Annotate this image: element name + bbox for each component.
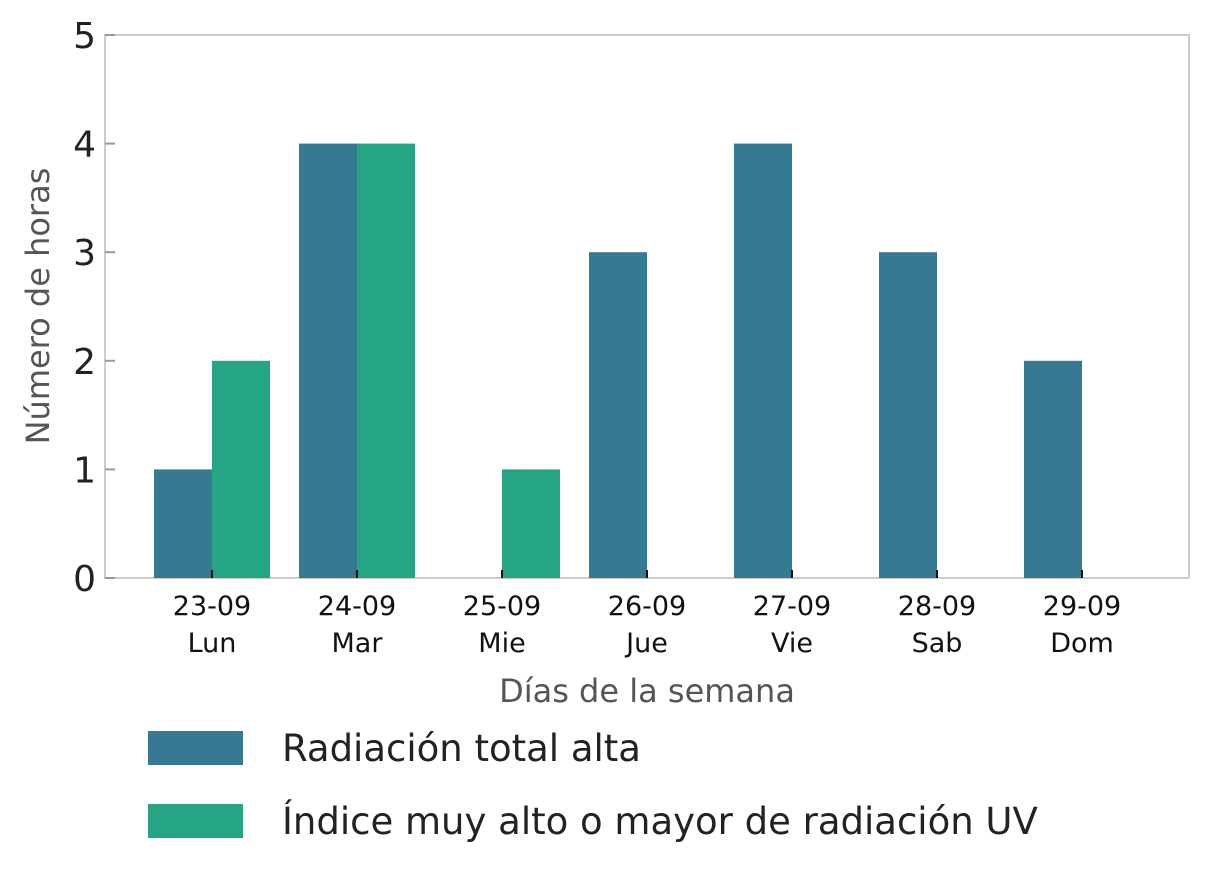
y-tick-label: 2 xyxy=(73,342,96,383)
y-tick-label: 5 xyxy=(73,16,96,57)
y-tick-label: 0 xyxy=(73,559,96,600)
x-tick-label-date: 24-09 xyxy=(318,591,396,622)
y-tick-label: 3 xyxy=(73,233,96,274)
x-tick-label-date: 28-09 xyxy=(898,591,976,622)
x-tick-label-day: Dom xyxy=(1050,628,1114,659)
legend-swatch-series1 xyxy=(148,731,243,765)
bar-series1-lun xyxy=(154,469,212,578)
bar-series1-vie xyxy=(734,143,792,578)
x-tick-label-day: Lun xyxy=(188,628,237,659)
bar-series1-dom xyxy=(1024,360,1082,578)
x-tick-label-date: 26-09 xyxy=(608,591,686,622)
bar-series1-jue xyxy=(589,252,647,578)
x-tick-label-day: Sab xyxy=(912,628,963,659)
bar-series2-mar xyxy=(357,143,415,578)
x-tick-label-day: Vie xyxy=(771,628,813,659)
legend-swatch-series2 xyxy=(148,804,243,838)
x-tick-label-day: Mar xyxy=(332,628,384,659)
legend-label-series2: Índice muy alto o mayor de radiación UV xyxy=(282,799,1038,843)
bar-series2-lun xyxy=(212,360,270,578)
bar-series1-mar xyxy=(299,143,357,578)
bar-series2-mie xyxy=(502,469,560,578)
x-axis-title: Días de la semana xyxy=(499,672,795,710)
x-tick-label-day: Jue xyxy=(624,628,668,659)
x-tick-label-date: 25-09 xyxy=(463,591,541,622)
legend: Radiación total alta Índice muy alto o ma… xyxy=(148,727,1038,843)
x-axis-ticks: 23-09 Lun 24-09 Mar 25-09 Mie 26-09 Jue 27-09 Vie… xyxy=(173,570,1121,659)
x-tick-label-date: 23-09 xyxy=(173,591,251,622)
y-axis-title: Número de horas xyxy=(19,168,57,445)
x-tick-label-date: 29-09 xyxy=(1043,591,1121,622)
x-tick-label-date: 27-09 xyxy=(753,591,831,622)
y-axis-ticks: 0 1 2 3 4 5 xyxy=(73,16,115,600)
y-tick-label: 4 xyxy=(73,125,96,166)
bars-group xyxy=(154,143,1082,578)
legend-label-series1: Radiación total alta xyxy=(282,727,641,770)
bar-series1-sab xyxy=(879,252,937,578)
x-tick-label-day: Mie xyxy=(478,628,525,659)
y-tick-label: 1 xyxy=(73,450,96,491)
